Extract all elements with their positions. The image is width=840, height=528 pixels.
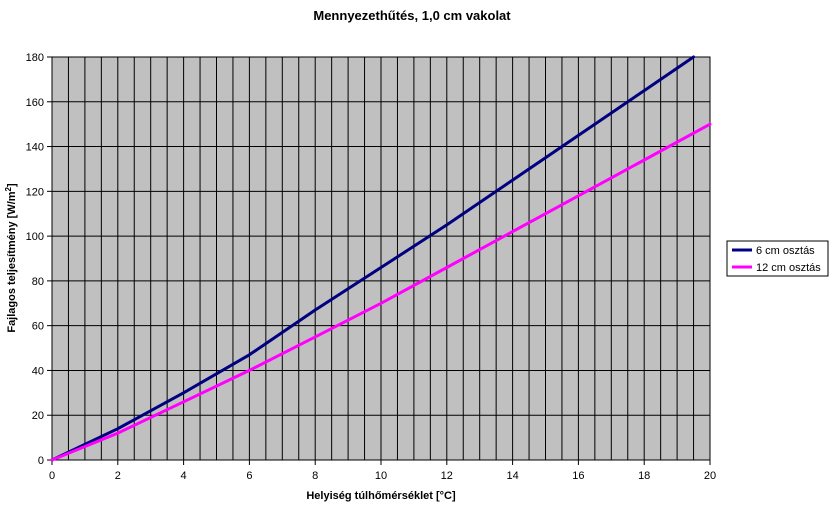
y-tick-label: 80 (32, 276, 44, 288)
x-tick-label: 16 (572, 470, 584, 482)
x-axis-ticks: 0 2 4 6 8 10 12 14 16 18 20 (49, 460, 716, 482)
y-tick-label: 100 (26, 231, 44, 243)
y-tick-label: 140 (26, 142, 44, 154)
vertical-gridlines (67, 57, 695, 460)
series-lines (50, 55, 712, 462)
horizontal-gridlines (52, 101, 710, 416)
x-tick-label: 10 (375, 470, 387, 482)
x-tick-label: 8 (312, 470, 318, 482)
y-axis-ticks: 0 20 40 60 80 100 120 140 160 180 (26, 52, 52, 467)
x-tick-label: 18 (638, 470, 650, 482)
x-tick-label: 12 (441, 470, 453, 482)
y-tick-label: 160 (26, 97, 44, 109)
legend: 6 cm osztás 12 cm osztás (726, 240, 829, 277)
y-axis-label-main: Fajlagos teljesítmény [W/m (6, 191, 18, 332)
x-tick-label: 6 (246, 470, 252, 482)
y-axis-label-sup: 2 (4, 186, 13, 191)
y-tick-label: 40 (32, 365, 44, 377)
y-tick-label: 180 (26, 52, 44, 64)
y-tick-label: 120 (26, 186, 44, 198)
legend-label-2: 12 cm osztás (756, 262, 821, 274)
y-axis-label-end: ] (6, 183, 18, 187)
x-tick-label: 2 (115, 470, 121, 482)
y-tick-label: 60 (32, 321, 44, 333)
x-axis-label: Helyiség túlhőmérséklet [°C] (306, 490, 456, 502)
x-tick-label: 0 (49, 470, 55, 482)
legend-box (726, 240, 829, 277)
series-line-2 (50, 122, 712, 462)
series-line-1 (50, 55, 695, 462)
y-axis-label: Fajlagos teljesítmény [W/m2] (4, 183, 18, 333)
y-tick-label: 20 (32, 410, 44, 422)
legend-items: 6 cm osztás 12 cm osztás (732, 245, 821, 274)
x-tick-label: 20 (704, 470, 716, 482)
x-tick-label: 14 (506, 470, 518, 482)
y-tick-label: 0 (38, 455, 44, 467)
x-tick-label: 4 (181, 470, 187, 482)
chart-title: Mennyezethűtés, 1,0 cm vakolat (313, 8, 511, 23)
legend-label-1: 6 cm osztás (756, 245, 815, 257)
